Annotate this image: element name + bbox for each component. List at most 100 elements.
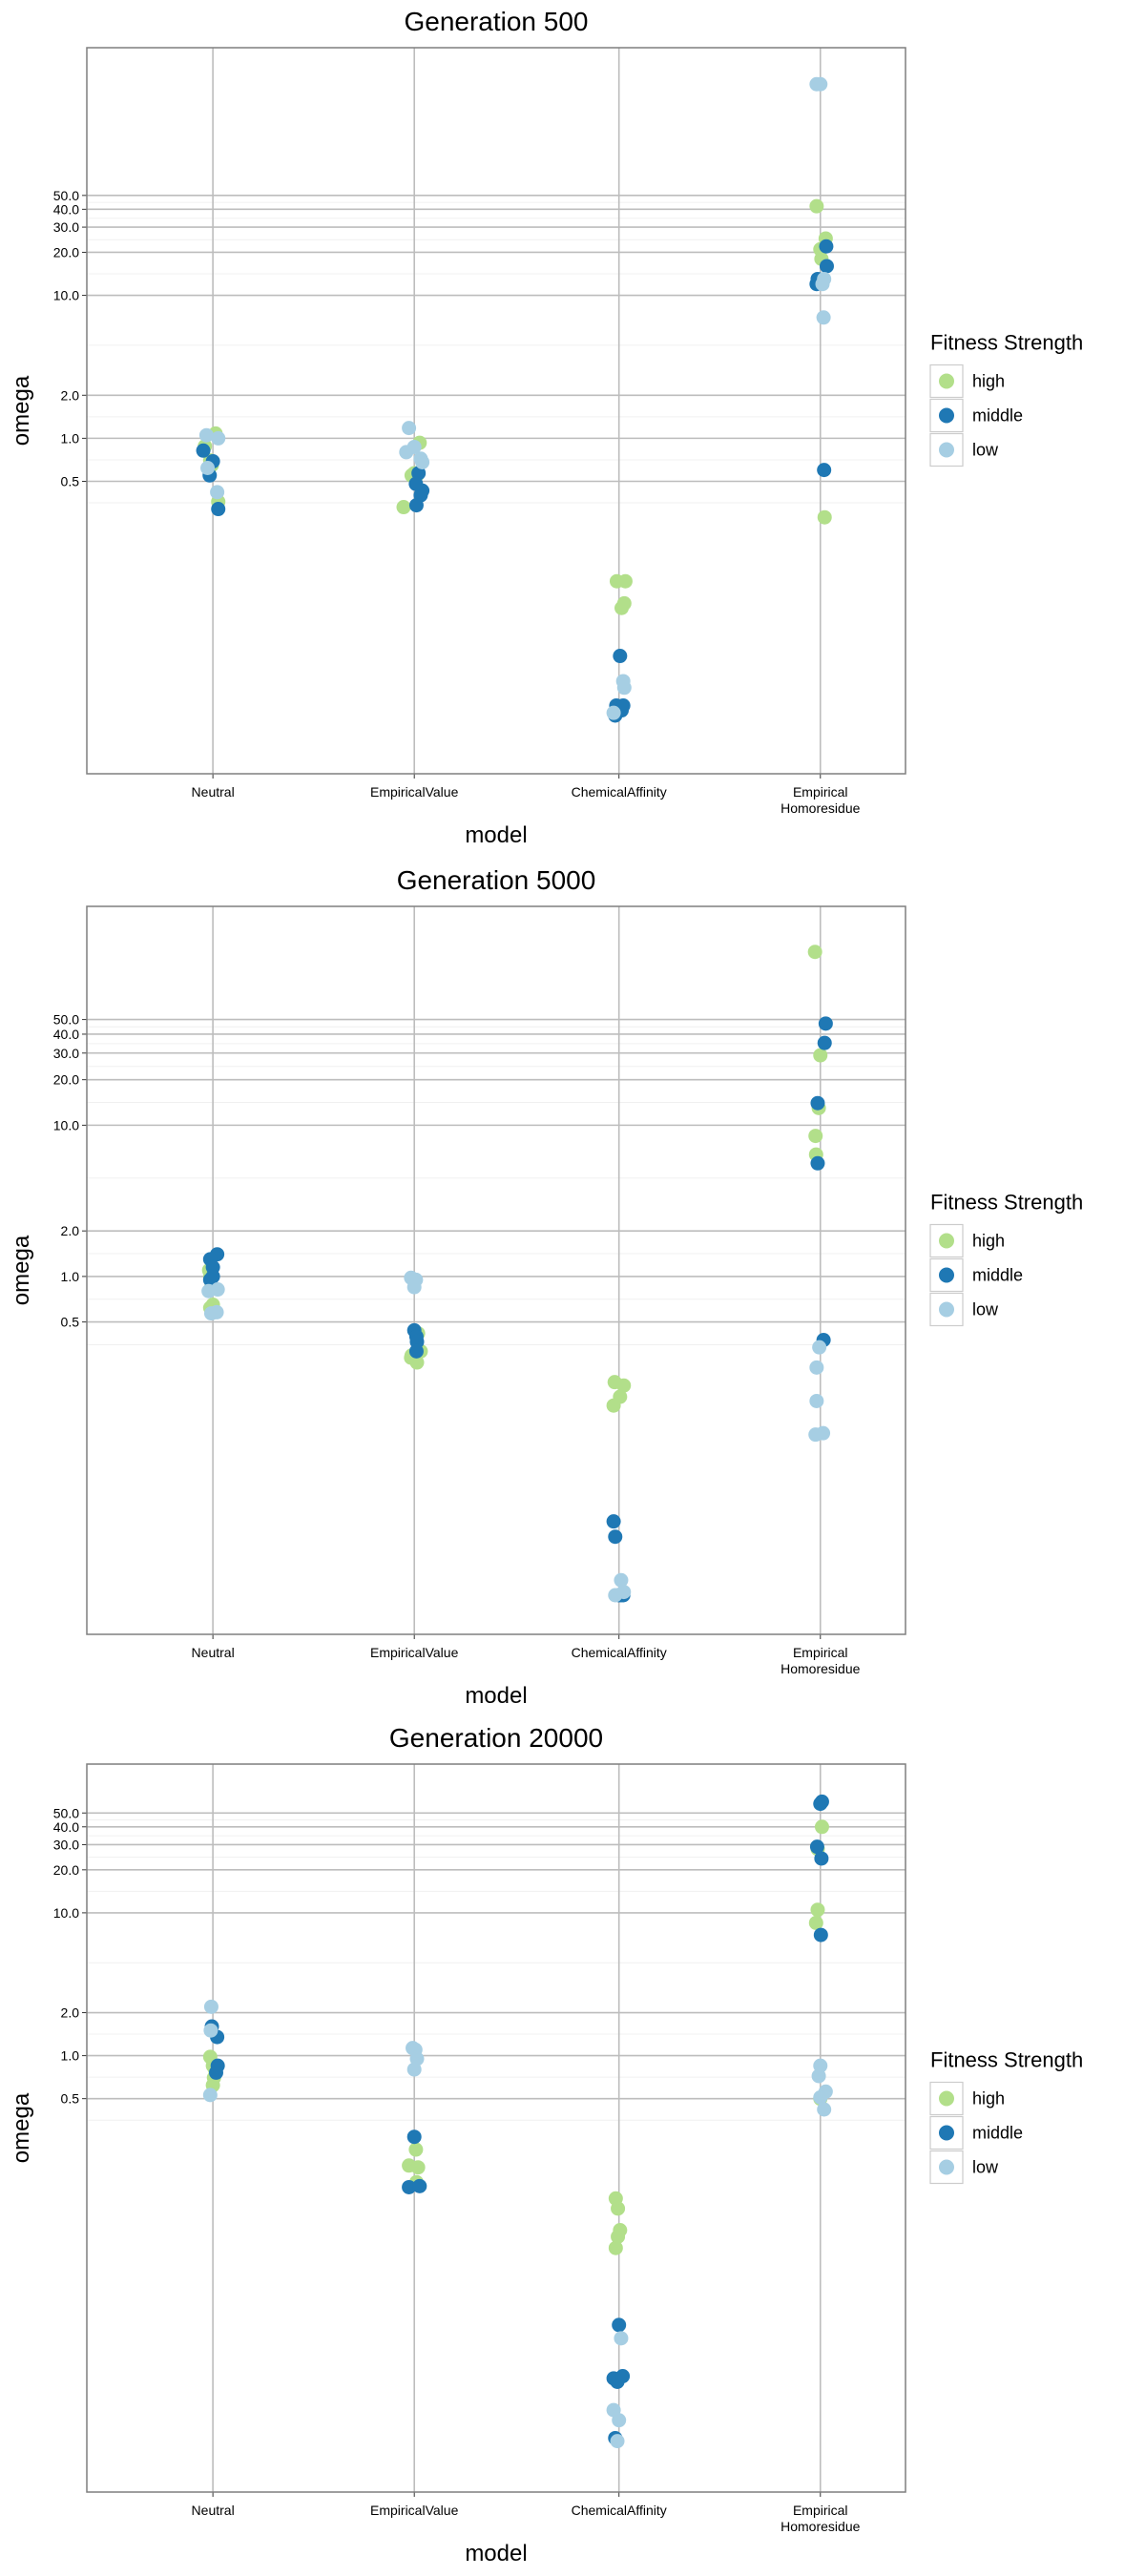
chart-title: Generation 20000 — [389, 1723, 603, 1753]
data-point-high — [807, 945, 822, 960]
legend-label-high: high — [972, 1232, 1005, 1251]
data-point-low — [402, 421, 417, 436]
legend-label-low: low — [972, 441, 999, 460]
x-tick-label-line: Neutral — [192, 1645, 235, 1660]
data-point-high — [617, 573, 633, 589]
plot-area — [87, 1764, 906, 2492]
data-point-low — [406, 1279, 422, 1295]
x-axis-title: model — [465, 822, 527, 848]
data-points — [201, 945, 833, 1603]
data-point-low — [203, 1306, 219, 1321]
legend-label-high: high — [972, 372, 1005, 391]
data-point-middle — [612, 2317, 627, 2333]
x-tick-label-line: Empirical — [793, 1645, 848, 1660]
data-point-middle — [819, 239, 834, 254]
legend-label-low: low — [972, 1300, 999, 1319]
x-axis-title: model — [465, 2541, 527, 2566]
x-tick-label: Empirical Homoresidue — [781, 784, 860, 816]
data-point-low — [812, 1340, 827, 1355]
data-point-middle — [196, 443, 211, 458]
data-point-middle — [814, 1794, 829, 1809]
data-point-high — [410, 2160, 426, 2175]
data-point-middle — [615, 2369, 631, 2384]
data-point-low — [610, 2434, 625, 2449]
data-point-low — [198, 427, 214, 443]
legend-label-low: low — [972, 2158, 999, 2177]
data-point-low — [606, 705, 621, 720]
legend-label-high: high — [972, 2089, 1005, 2109]
data-point-high — [813, 1048, 828, 1063]
data-point-middle — [810, 1155, 825, 1171]
y-tick-label: 40.0 — [53, 1819, 79, 1835]
y-tick-label: 50.0 — [53, 188, 79, 203]
x-tick-label-line: Homoresidue — [781, 2519, 860, 2534]
data-point-high — [810, 1902, 825, 1918]
data-point-low — [203, 1999, 219, 2014]
data-point-middle — [810, 1095, 825, 1111]
y-tick-label: 40.0 — [53, 1027, 79, 1042]
data-point-low — [415, 454, 430, 469]
legend: Fitness Strength high middle low — [929, 331, 1083, 467]
data-point-low — [210, 1282, 225, 1298]
x-tick-label: EmpiricalValue — [370, 1645, 459, 1660]
data-point-high — [611, 2229, 626, 2244]
x-tick-label-line: EmpiricalValue — [370, 1645, 459, 1660]
data-point-middle — [817, 1035, 832, 1050]
data-point-middle — [606, 1514, 621, 1529]
y-tick-label: 2.0 — [61, 1223, 80, 1238]
legend-label-middle: middle — [972, 1266, 1023, 1285]
data-point-low — [200, 460, 216, 475]
data-point-low — [816, 310, 831, 325]
legend-key-middle — [939, 2125, 954, 2141]
legend-key-low — [939, 442, 954, 458]
data-point-low — [406, 2062, 422, 2077]
data-point-low — [817, 2102, 832, 2117]
x-tick-label: ChemicalAffinity — [572, 2503, 667, 2518]
x-tick-label-line: ChemicalAffinity — [572, 2503, 667, 2518]
data-point-high — [611, 2201, 626, 2216]
legend-title: Fitness Strength — [930, 331, 1083, 355]
data-point-middle — [412, 2178, 427, 2193]
data-point-low — [811, 2068, 826, 2084]
grid-lines — [87, 1764, 906, 2492]
chart-title: Generation 500 — [404, 7, 588, 36]
y-tick-label: 10.0 — [53, 1905, 79, 1921]
data-point-high — [608, 2240, 623, 2255]
y-tick-label: 30.0 — [53, 219, 79, 235]
data-point-low — [608, 1588, 623, 1603]
data-point-middle — [402, 2179, 417, 2194]
data-points — [202, 1794, 833, 2449]
data-point-low — [816, 1425, 831, 1441]
data-point-low — [210, 485, 225, 500]
legend-key-box — [929, 432, 964, 467]
legend-key-middle — [939, 1267, 954, 1283]
legend-key-low — [939, 1301, 954, 1318]
data-point-middle — [819, 259, 834, 274]
data-point-middle — [817, 463, 832, 478]
y-tick-label: 0.5 — [61, 473, 80, 488]
data-point-low — [406, 439, 422, 454]
x-tick-label: EmpiricalValue — [370, 2503, 459, 2518]
data-point-middle — [809, 1839, 824, 1855]
data-point-low — [203, 2023, 219, 2038]
data-point-low — [815, 277, 830, 292]
y-tick-label: 2.0 — [61, 387, 80, 403]
data-point-high — [409, 1355, 425, 1370]
data-point-low — [809, 1360, 824, 1375]
data-point-high — [408, 2142, 424, 2157]
data-point-middle — [813, 1927, 828, 1942]
data-point-low — [614, 1572, 629, 1588]
data-point-low — [813, 76, 828, 92]
grid-lines — [87, 48, 906, 774]
legend-key-high — [939, 2090, 954, 2107]
data-point-middle — [202, 1272, 218, 1287]
x-tick-label: Neutral — [192, 2503, 235, 2518]
plot-border — [86, 47, 906, 775]
data-point-high — [814, 1819, 829, 1835]
data-point-middle — [408, 1343, 424, 1359]
data-point-low — [809, 1393, 824, 1408]
y-tick-label: 0.5 — [61, 1315, 80, 1330]
y-tick-label: 20.0 — [53, 1072, 79, 1088]
plot-area — [87, 48, 906, 774]
y-axis-title: omega — [9, 375, 34, 446]
